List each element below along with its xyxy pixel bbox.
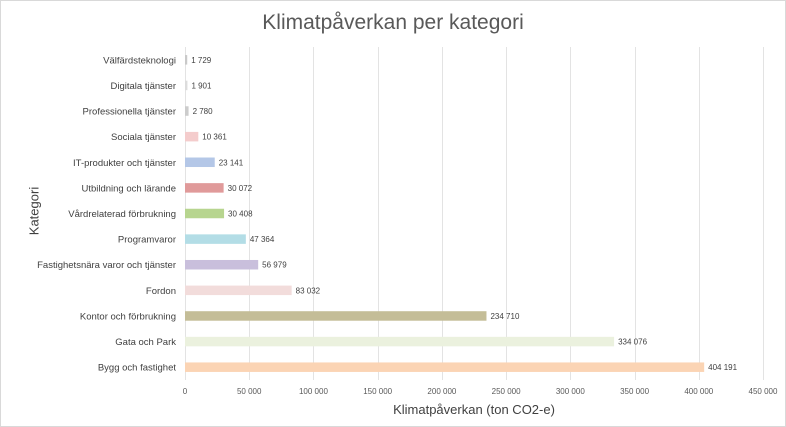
x-tick-label: 350 000 xyxy=(620,387,649,396)
bar xyxy=(185,131,199,142)
bar xyxy=(185,259,259,270)
bar xyxy=(185,362,705,372)
x-tick-label: 200 000 xyxy=(427,387,456,396)
x-tick-label: 0 xyxy=(183,387,188,396)
bar xyxy=(185,106,189,116)
bar xyxy=(185,80,188,91)
category-label: Gata och Park xyxy=(115,337,176,348)
bar xyxy=(185,285,292,296)
data-label: 234 710 xyxy=(490,312,519,321)
x-tick-label: 450 000 xyxy=(749,387,778,396)
bar xyxy=(185,208,225,219)
category-label: Välfärdsteknologi xyxy=(103,55,176,66)
category-label: Bygg och fastighet xyxy=(98,363,177,374)
bar xyxy=(185,55,188,65)
category-label: Programvaror xyxy=(118,235,176,246)
category-label: Utbildning och lärande xyxy=(81,183,176,194)
bar xyxy=(185,311,487,321)
data-label: 10 361 xyxy=(202,133,227,142)
data-label: 30 408 xyxy=(228,210,253,219)
data-label: 30 072 xyxy=(228,184,253,193)
bars xyxy=(185,55,705,372)
bar xyxy=(185,234,246,244)
data-label: 404 191 xyxy=(708,363,737,372)
x-tick-label: 50 000 xyxy=(237,387,262,396)
category-label: Fordon xyxy=(146,286,176,297)
chart-title: Klimatpåverkan per kategori xyxy=(262,11,524,34)
category-label: Fastighetsnära varor och tjänster xyxy=(37,260,176,271)
x-tick-label: 250 000 xyxy=(492,387,521,396)
data-label: 56 979 xyxy=(262,261,287,270)
bar xyxy=(185,183,224,193)
category-label: Sociala tjänster xyxy=(111,132,176,143)
x-tick-label: 100 000 xyxy=(299,387,328,396)
category-label: Vårdrelaterad förbrukning xyxy=(68,209,176,220)
data-label: 1 901 xyxy=(191,81,212,90)
data-label: 2 780 xyxy=(193,107,214,116)
data-label: 334 076 xyxy=(618,338,647,347)
bar xyxy=(185,157,215,168)
data-label: 1 729 xyxy=(191,56,212,65)
category-labels: Välfärdsteknologi Digitala tjänster Profes… xyxy=(37,55,176,373)
value-labels: 1 729 1 901 2 780 10 361 23 141 30 072 30 408 4… xyxy=(191,56,737,372)
data-label: 83 032 xyxy=(296,286,321,295)
gridlines xyxy=(185,47,764,380)
category-label: Kontor och förbrukning xyxy=(80,311,176,322)
data-label: 47 364 xyxy=(250,235,275,244)
category-label: Professionella tjänster xyxy=(83,107,176,118)
x-tick-label: 150 000 xyxy=(363,387,392,396)
category-label: Digitala tjänster xyxy=(111,81,176,92)
category-label: IT-produkter och tjänster xyxy=(73,158,176,169)
x-tick-label: 300 000 xyxy=(556,387,585,396)
x-tick-labels: 0 50 000 100 000 150 000 200 000 250 000 300 0… xyxy=(183,387,778,396)
x-tick-label: 400 000 xyxy=(684,387,713,396)
x-axis-title: Klimatpåverkan (ton CO2-e) xyxy=(393,402,555,417)
bar xyxy=(185,336,615,347)
data-label: 23 141 xyxy=(219,158,244,167)
